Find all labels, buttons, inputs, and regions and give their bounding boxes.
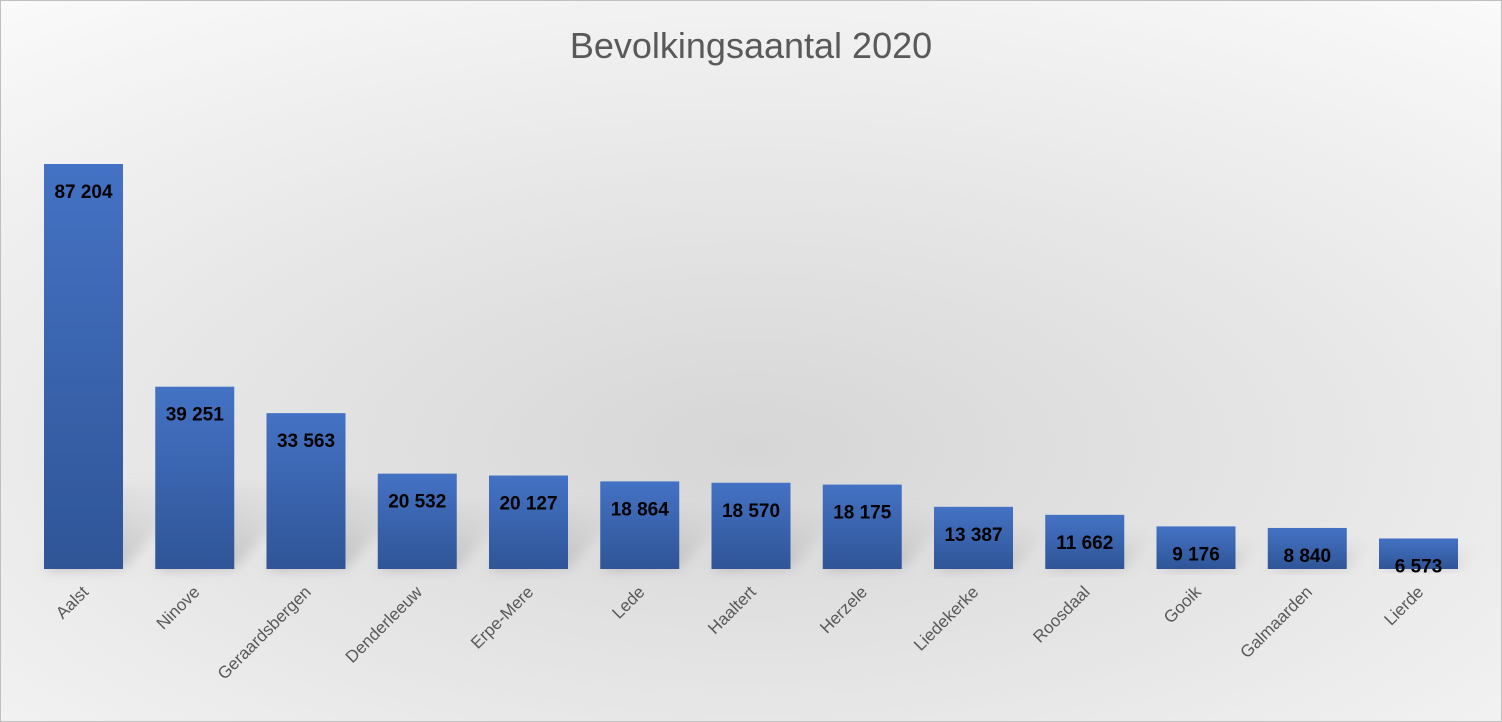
value-label: 11 662 [1056,533,1113,554]
value-label: 87 204 [54,182,113,203]
category-label: Liedekerke [910,582,982,654]
value-label: 39 251 [166,405,225,426]
bar-galmaarden [1267,527,1347,569]
bar-haaltert [711,482,791,569]
value-label: 18 864 [611,499,670,520]
value-label: 20 532 [388,492,446,513]
category-label: Herzele [816,582,871,637]
category-label: Gooik [1160,582,1205,627]
bar-herzele [822,484,902,569]
bar-erpe-mere [489,475,568,569]
category-labels: Aalst Ninove Geraardsbergen Denderleeuw Erpe… [52,582,1427,683]
category-label: Aalst [52,582,92,622]
category-label: Ninove [153,582,204,633]
value-label: 20 127 [499,494,557,515]
bar-liedekerke [934,506,1013,569]
category-label: Galmaarden [1236,582,1316,662]
bar-geraardsbergen [266,413,346,569]
category-label: Erpe-Mere [467,582,537,652]
category-label: Lede [608,582,648,622]
category-label: Lierde [1380,582,1427,629]
value-label: 18 570 [722,501,780,522]
bar-lede [600,481,680,569]
value-label: 33 563 [277,431,335,452]
category-label: Denderleeuw [342,582,427,667]
bars [44,164,1458,569]
value-label: 18 175 [833,503,892,524]
value-label: 6 573 [1395,556,1443,577]
category-label: Roosdaal [1029,582,1093,646]
value-labels: 87 204 39 251 33 563 20 532 20 127 18 864 18 5… [54,182,1442,577]
category-label: Haaltert [704,582,760,638]
bar-roosdaal [1045,514,1125,569]
value-label: 13 387 [944,525,1002,546]
bar-denderleeuw [377,473,457,569]
bar-aalst [44,164,123,569]
bar-lierde [1379,538,1458,569]
chart-title: Bevolkingsaantal 2020 [569,25,933,66]
bar-ninove [155,386,235,569]
category-label: Geraardsbergen [214,582,315,683]
bar-gooik [1156,526,1236,569]
value-label: 8 840 [1283,546,1331,567]
value-label: 9 176 [1172,544,1220,565]
